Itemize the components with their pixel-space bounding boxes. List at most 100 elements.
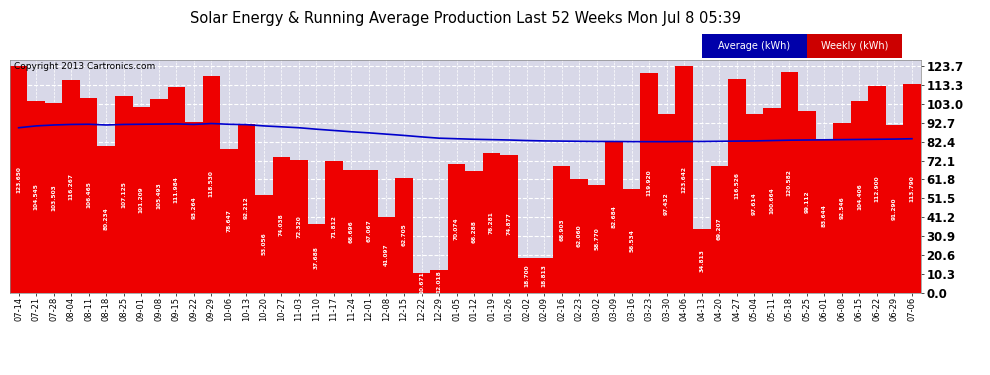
Text: 105.493: 105.493	[156, 183, 161, 209]
Bar	[465, 171, 483, 292]
Bar	[711, 166, 728, 292]
Bar	[115, 96, 133, 292]
Bar	[675, 66, 693, 292]
Text: 10.671: 10.671	[419, 272, 424, 294]
Text: 101.209: 101.209	[139, 186, 144, 213]
Text: 82.684: 82.684	[612, 206, 617, 228]
Bar	[518, 258, 536, 292]
Text: 18.700: 18.700	[524, 264, 529, 287]
Bar	[80, 98, 97, 292]
Text: 76.281: 76.281	[489, 211, 494, 234]
Bar	[780, 72, 798, 292]
FancyBboxPatch shape	[807, 34, 903, 58]
Bar	[816, 140, 834, 292]
Bar	[886, 125, 903, 292]
Text: 120.582: 120.582	[787, 169, 792, 195]
Text: 113.790: 113.790	[910, 175, 915, 202]
Bar	[45, 103, 62, 292]
Text: 70.074: 70.074	[454, 217, 459, 240]
Bar	[552, 166, 570, 292]
Bar	[28, 101, 45, 292]
Bar	[483, 153, 500, 292]
Bar	[623, 189, 641, 292]
Text: 74.877: 74.877	[507, 213, 512, 236]
FancyBboxPatch shape	[702, 34, 807, 58]
Bar	[238, 124, 255, 292]
Text: 58.770: 58.770	[594, 227, 599, 250]
Text: 104.406: 104.406	[857, 183, 862, 210]
Bar	[868, 86, 886, 292]
Text: Average (kWh): Average (kWh)	[718, 41, 790, 51]
Text: 116.267: 116.267	[68, 172, 73, 200]
Text: 91.290: 91.290	[892, 198, 897, 220]
Bar	[413, 273, 431, 292]
Bar	[431, 270, 447, 292]
Bar	[395, 178, 413, 292]
Bar	[10, 66, 28, 292]
Bar	[850, 101, 868, 292]
Bar	[167, 87, 185, 292]
Text: Weekly (kWh): Weekly (kWh)	[821, 41, 888, 51]
Bar	[658, 114, 675, 292]
Bar	[220, 148, 238, 292]
Bar	[745, 114, 763, 292]
Text: 53.056: 53.056	[261, 232, 266, 255]
Text: 92.212: 92.212	[244, 197, 248, 219]
Text: 111.984: 111.984	[174, 177, 179, 203]
Bar	[834, 123, 850, 292]
Bar	[308, 224, 325, 292]
Text: 97.432: 97.432	[664, 192, 669, 215]
Text: 68.903: 68.903	[559, 218, 564, 241]
Text: 99.112: 99.112	[804, 190, 810, 213]
Text: 83.644: 83.644	[822, 204, 827, 227]
Bar	[641, 73, 658, 292]
Bar	[798, 111, 816, 292]
Bar	[62, 80, 80, 292]
Text: 37.688: 37.688	[314, 247, 319, 270]
Text: 41.097: 41.097	[384, 244, 389, 266]
Bar	[133, 107, 150, 292]
Bar	[343, 170, 360, 292]
Bar	[290, 160, 308, 292]
Text: 100.664: 100.664	[769, 187, 774, 214]
Text: 56.534: 56.534	[630, 230, 635, 252]
Bar	[255, 195, 272, 292]
Text: 66.288: 66.288	[471, 220, 476, 243]
Text: 104.545: 104.545	[34, 183, 39, 210]
Text: 69.207: 69.207	[717, 218, 722, 240]
Text: 106.465: 106.465	[86, 182, 91, 209]
Text: 34.813: 34.813	[699, 249, 704, 272]
Text: 66.696: 66.696	[348, 220, 354, 243]
Text: 62.705: 62.705	[402, 224, 407, 246]
Text: 71.812: 71.812	[332, 215, 337, 238]
Bar	[693, 229, 711, 292]
Text: 74.038: 74.038	[279, 213, 284, 236]
Text: 78.647: 78.647	[227, 209, 232, 232]
Text: 123.642: 123.642	[682, 166, 687, 193]
Bar	[570, 179, 588, 292]
Bar	[360, 170, 378, 292]
Text: 107.125: 107.125	[121, 181, 127, 208]
Text: 12.018: 12.018	[437, 270, 442, 293]
Bar	[97, 146, 115, 292]
Bar	[903, 84, 921, 292]
Bar	[763, 108, 780, 292]
Text: 97.614: 97.614	[751, 192, 756, 214]
Bar	[536, 258, 552, 292]
Text: Solar Energy & Running Average Production Last 52 Weeks Mon Jul 8 05:39: Solar Energy & Running Average Productio…	[190, 11, 741, 26]
Text: 67.067: 67.067	[366, 220, 371, 243]
Text: 18.813: 18.813	[542, 264, 546, 287]
Text: 116.526: 116.526	[735, 172, 740, 200]
Bar	[728, 79, 745, 292]
Text: 80.234: 80.234	[104, 208, 109, 230]
Bar	[588, 185, 606, 292]
Text: 72.320: 72.320	[296, 215, 301, 238]
Text: Copyright 2013 Cartronics.com: Copyright 2013 Cartronics.com	[15, 62, 155, 71]
Text: 92.546: 92.546	[840, 196, 844, 219]
Bar	[272, 157, 290, 292]
Bar	[447, 164, 465, 292]
Bar	[606, 141, 623, 292]
Text: 119.920: 119.920	[646, 170, 651, 196]
Bar	[378, 217, 395, 292]
Bar	[500, 155, 518, 292]
